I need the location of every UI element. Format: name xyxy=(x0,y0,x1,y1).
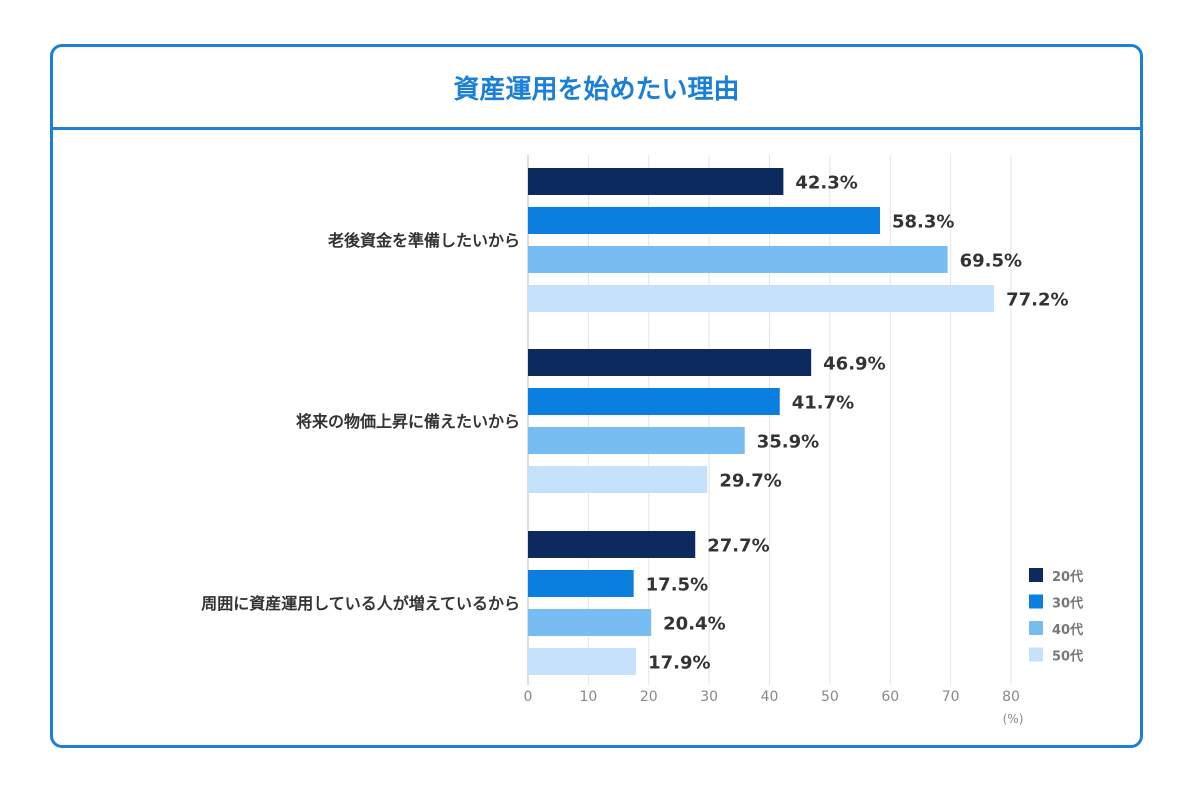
x-tick-label: 80 xyxy=(1002,689,1020,705)
bar xyxy=(528,349,812,376)
category-label: 老後資金を準備したいから xyxy=(327,231,520,250)
bar xyxy=(528,246,948,273)
data-label: 77.2% xyxy=(1006,290,1068,311)
data-label: 41.7% xyxy=(792,393,854,414)
x-tick-label: 40 xyxy=(761,689,779,705)
legend-swatch xyxy=(1029,594,1043,609)
bar xyxy=(528,168,784,195)
legend-swatch xyxy=(1029,568,1043,582)
data-label: 20.4% xyxy=(663,614,725,635)
data-label: 27.7% xyxy=(707,536,769,557)
legend-label: 50代 xyxy=(1052,649,1083,665)
data-label: 29.7% xyxy=(719,471,781,492)
data-label: 69.5% xyxy=(960,251,1022,272)
x-tick-label: 60 xyxy=(881,689,899,705)
x-tick-label: 0 xyxy=(524,689,533,705)
legend-label: 40代 xyxy=(1052,622,1083,638)
bar xyxy=(528,466,708,493)
x-tick-label: 30 xyxy=(700,689,718,705)
chart-header: 資産運用を始めたい理由 xyxy=(53,47,1140,130)
legend-label: 30代 xyxy=(1052,596,1083,612)
category-label: 将来の物価上昇に備えたいから xyxy=(296,412,520,431)
x-tick-label: 10 xyxy=(579,689,597,705)
x-tick-label: 70 xyxy=(942,689,960,705)
x-tick-label: 50 xyxy=(821,689,839,705)
data-label: 46.9% xyxy=(823,354,885,375)
data-label: 35.9% xyxy=(757,432,819,453)
data-label: 58.3% xyxy=(892,212,954,233)
x-tick-label: 20 xyxy=(640,689,658,705)
category-label: 周囲に資産運用している人が増えているから xyxy=(201,594,520,613)
bar xyxy=(528,285,995,312)
bar xyxy=(528,207,880,234)
legend-swatch xyxy=(1029,621,1043,635)
data-label: 17.5% xyxy=(646,575,708,596)
legend-swatch xyxy=(1029,647,1043,662)
x-unit-label: (%) xyxy=(1003,712,1024,726)
bar xyxy=(528,609,652,636)
legend-label: 20代 xyxy=(1052,569,1083,585)
data-label: 17.9% xyxy=(648,653,710,674)
chart-title: 資産運用を始めたい理由 xyxy=(453,74,740,105)
bar xyxy=(528,570,634,597)
bar xyxy=(528,427,745,454)
bar xyxy=(528,648,637,675)
bar xyxy=(528,388,780,415)
bar xyxy=(528,531,696,558)
data-label: 42.3% xyxy=(795,173,857,194)
chart-card: 資産運用を始めたい理由 xyxy=(50,44,1143,748)
